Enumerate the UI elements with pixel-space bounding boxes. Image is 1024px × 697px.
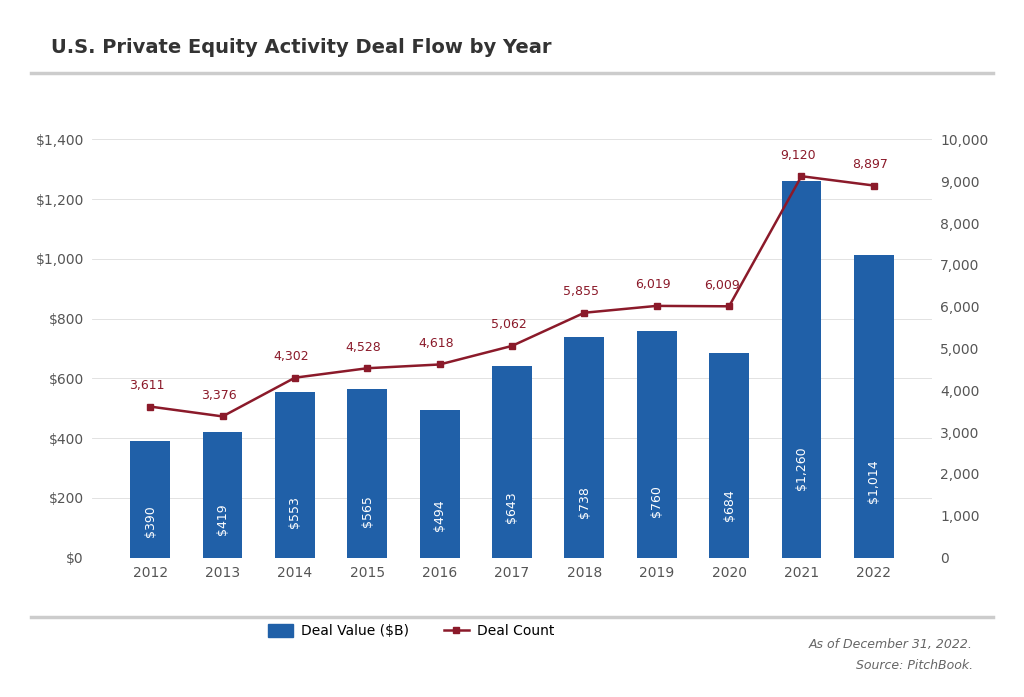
Text: $553: $553 [289,496,301,528]
Text: $565: $565 [360,496,374,527]
Text: 5,062: 5,062 [490,319,526,331]
Text: 6,019: 6,019 [635,278,671,291]
Bar [275,392,314,558]
Bar [493,365,531,558]
Text: 3,376: 3,376 [201,389,237,401]
Bar [564,337,604,558]
Text: $494: $494 [433,500,446,531]
Text: As of December 31, 2022.: As of December 31, 2022. [809,638,973,651]
Legend: Deal Value ($B), Deal Count: Deal Value ($B), Deal Count [262,619,560,644]
Text: $738: $738 [578,486,591,518]
Text: 4,618: 4,618 [418,337,454,350]
Text: 9,120: 9,120 [780,148,815,162]
Bar [130,441,170,558]
Bar [781,181,821,558]
Bar [203,432,243,558]
Text: 6,009: 6,009 [703,279,739,291]
Text: 5,855: 5,855 [563,285,599,298]
Text: 4,302: 4,302 [273,350,309,363]
Bar [347,389,387,558]
Text: U.S. Private Equity Activity Deal Flow by Year: U.S. Private Equity Activity Deal Flow b… [51,38,552,57]
Text: 3,611: 3,611 [129,379,165,392]
Bar [710,353,749,558]
Text: $643: $643 [506,491,518,523]
Bar [637,330,677,558]
Text: $390: $390 [143,505,157,537]
Text: $1,014: $1,014 [867,459,881,503]
Text: 4,528: 4,528 [346,341,382,353]
Bar [854,254,894,558]
Bar [420,410,460,558]
Text: $684: $684 [723,489,735,521]
Text: $760: $760 [650,485,664,516]
Text: 8,897: 8,897 [852,158,888,171]
Text: Source: PitchBook.: Source: PitchBook. [856,659,973,672]
Text: $419: $419 [216,503,229,535]
Text: $1,260: $1,260 [795,446,808,490]
